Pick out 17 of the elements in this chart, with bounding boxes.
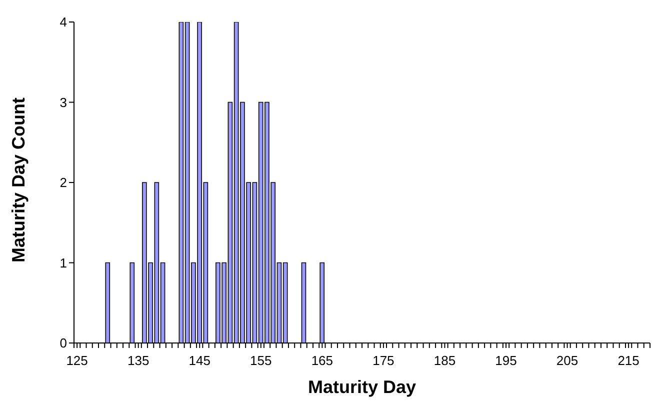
x-tick-label: 215 (618, 353, 640, 368)
x-tick-label: 165 (311, 353, 334, 368)
y-tick-label: 1 (60, 255, 67, 270)
x-tick-label: 135 (127, 353, 150, 368)
y-tick-label: 2 (60, 175, 67, 190)
y-tick-label: 0 (60, 336, 67, 351)
x-tick-label: 145 (188, 353, 210, 368)
x-tick-label: 185 (434, 353, 456, 368)
y-tick-label: 4 (60, 14, 67, 30)
x-tick-label: 175 (372, 353, 394, 368)
x-tick-label: 205 (556, 353, 578, 368)
x-tick-label: 125 (66, 353, 88, 368)
y-tick-label: 3 (60, 94, 67, 110)
x-tick-label: 155 (250, 353, 272, 368)
y-axis-title: Maturity Day Count (8, 97, 28, 262)
x-tick-label: 195 (495, 353, 517, 368)
x-axis-title: Maturity Day (308, 377, 416, 397)
